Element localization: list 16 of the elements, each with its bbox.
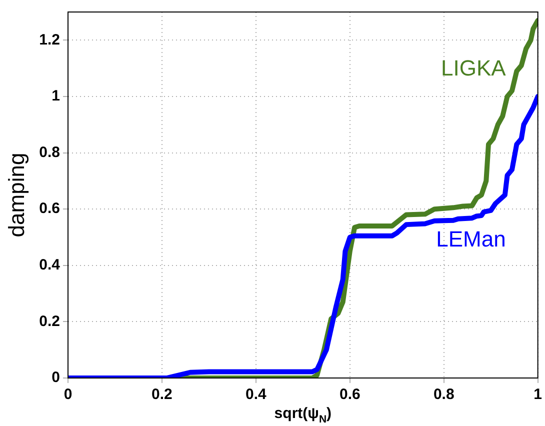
x-tick-label: 0.6	[339, 386, 360, 404]
series-label: LIGKA	[441, 55, 506, 80]
x-tick-label: 0.2	[152, 386, 172, 404]
x-tick-label: 0.8	[433, 386, 454, 404]
y-tick-label: 0.6	[39, 200, 60, 218]
y-tick-label: 0	[52, 369, 60, 386]
x-tick-label: 1	[534, 386, 542, 404]
y-tick-label: 0.4	[39, 256, 61, 274]
y-axis-title: damping	[4, 152, 29, 238]
y-tick-label: 0.2	[39, 312, 60, 330]
y-tick-label: 1.2	[39, 31, 60, 48]
y-tick-label: 0.8	[39, 144, 60, 161]
y-tick-label: 1	[52, 88, 60, 105]
series-label: LEMan	[436, 226, 506, 252]
x-tick-label: 0.4	[246, 386, 268, 404]
x-tick-label: 0	[64, 386, 72, 404]
